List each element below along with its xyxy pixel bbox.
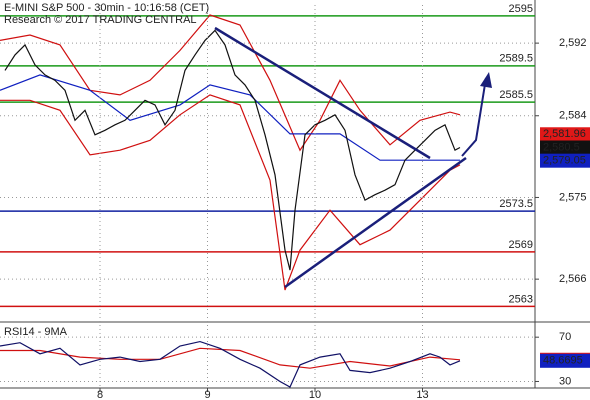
x-tick-label: 10 [309, 389, 321, 400]
x-tick-label: 8 [97, 389, 103, 400]
x-tick-label: 13 [416, 389, 428, 400]
y-tick-label: 2,592 [559, 37, 587, 49]
level-label: 2563 [509, 293, 533, 305]
price-marker-label: 2,581.96 [543, 128, 586, 140]
price-marker [540, 140, 590, 155]
price-marker [540, 353, 590, 368]
price-marker-label: 48.6695 [543, 355, 583, 367]
y-tick-label: 70 [559, 331, 571, 343]
price-marker-label: 2,579.05 [543, 155, 586, 167]
series-line [0, 94, 461, 291]
series-line [0, 340, 461, 388]
chart-subtitle: Research © 2017 TRADING CENTRAL [4, 14, 197, 26]
x-tick-label: 9 [204, 389, 210, 400]
level-label: 2585.5 [499, 89, 533, 101]
series-line [0, 74, 460, 161]
arrow-head [480, 72, 492, 88]
series-line [4, 29, 461, 271]
trend-line [284, 156, 467, 289]
y-tick-label: 2,566 [559, 273, 587, 285]
marks: 2,566 2,575 2,584 2,592 2595 2589.5 2585.5 2573… [0, 3, 590, 400]
price-marker [540, 127, 590, 142]
chart-title: E-MINI S&P 500 - 30min - 10:16:58 (CET) [4, 2, 209, 14]
price-marker [540, 153, 590, 168]
level-label: 2589.5 [499, 53, 533, 65]
level-label: 2595 [509, 3, 533, 15]
y-tick-label: 30 [559, 375, 571, 387]
trend-line [214, 26, 431, 160]
y-tick-label: 2,575 [559, 191, 587, 203]
forecast-arrow [461, 77, 487, 157]
panel-title: RSI14 - 9MA [4, 326, 68, 338]
level-label: 2569 [509, 239, 533, 251]
y-tick-label: 2,584 [559, 110, 587, 122]
level-label: 2573.5 [499, 198, 533, 210]
series-line [0, 347, 461, 369]
price-marker-label: 2,580.5 [543, 141, 580, 153]
